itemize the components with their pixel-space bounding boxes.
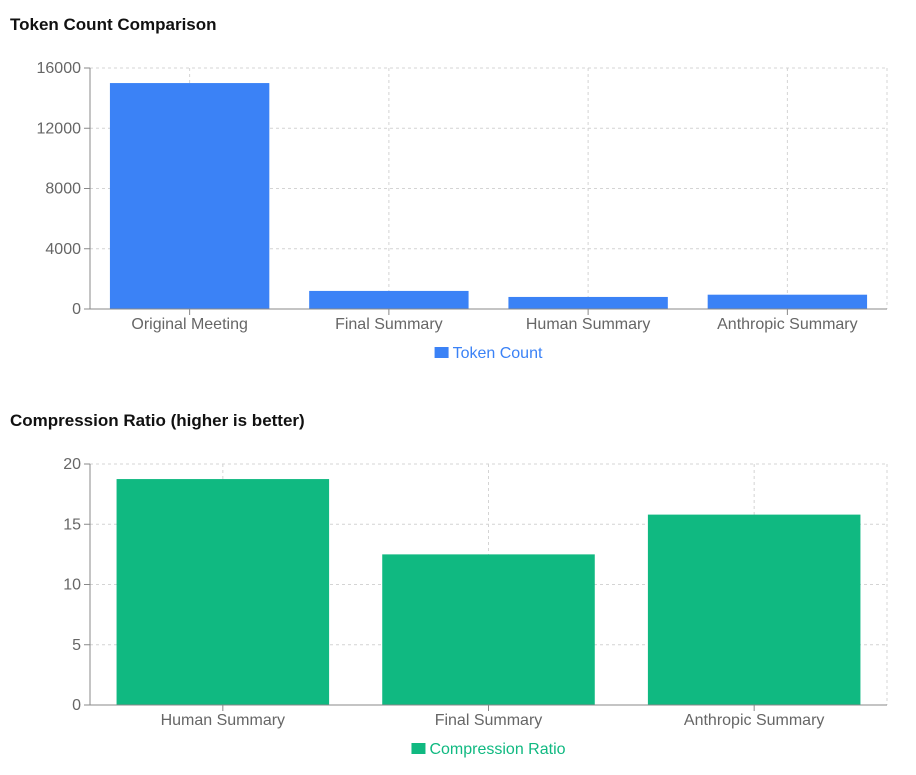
x-tick-label: Anthropic Summary — [684, 712, 825, 729]
token-count-chart: 0 4000 8000 12000 16000 Original Meeting Final… — [37, 60, 888, 362]
bar[interactable] — [508, 296, 668, 309]
y-tick-label: 5 — [72, 637, 81, 654]
legend[interactable]: Compression Ratio — [411, 741, 566, 758]
legend-swatch — [434, 347, 449, 358]
x-tick-label: Human Summary — [161, 712, 285, 729]
y-tick-label: 10 — [63, 577, 81, 594]
x-tick-label: Anthropic Summary — [717, 316, 858, 333]
compression-ratio-chart: 0 5 10 15 20 Human Summary Final Summary Anthro… — [63, 456, 888, 758]
x-tick-label: Human Summary — [526, 316, 650, 333]
x-tick-label: Final Summary — [435, 712, 543, 729]
bar[interactable] — [309, 290, 469, 309]
x-tick-label: Final Summary — [335, 316, 443, 333]
x-tick-label: Original Meeting — [131, 316, 248, 333]
legend-swatch — [411, 743, 426, 754]
bar[interactable] — [116, 479, 330, 705]
y-tick-label: 16000 — [37, 60, 82, 77]
y-tick-label: 12000 — [37, 120, 82, 137]
bar[interactable] — [109, 83, 270, 309]
y-tick-label: 4000 — [45, 241, 81, 258]
y-tick-label: 0 — [72, 697, 81, 714]
bar[interactable] — [382, 554, 595, 705]
compression-ratio-chart-title: Compression Ratio (higher is better) — [10, 411, 305, 430]
legend-label: Compression Ratio — [429, 741, 565, 758]
legend-label: Token Count — [453, 345, 543, 362]
bar[interactable] — [707, 294, 868, 309]
y-tick-label: 8000 — [45, 181, 81, 198]
y-tick-label: 0 — [72, 301, 81, 318]
y-tick-label: 15 — [63, 516, 81, 533]
bar[interactable] — [647, 514, 861, 705]
token-count-chart-title: Token Count Comparison — [10, 15, 217, 34]
legend[interactable]: Token Count — [434, 345, 543, 362]
y-tick-label: 20 — [63, 456, 81, 473]
